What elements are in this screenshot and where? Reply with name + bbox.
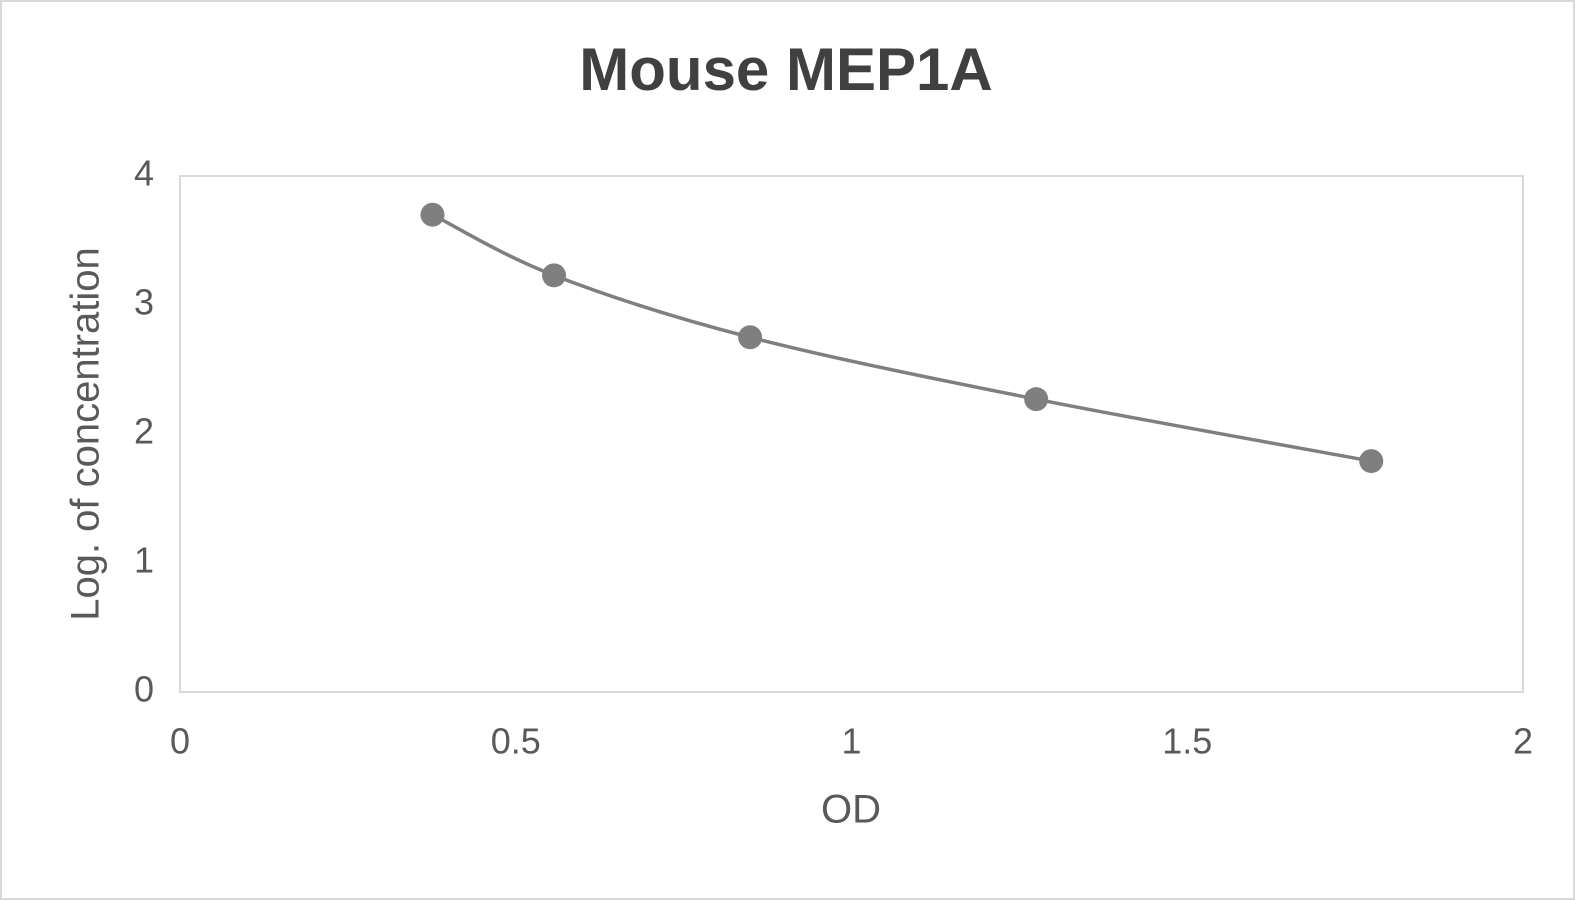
x-tick-label: 2 <box>1513 721 1533 762</box>
x-tick-label: 0.5 <box>491 721 541 762</box>
point <box>738 325 763 350</box>
point <box>542 263 567 288</box>
y-tick-label: 3 <box>134 282 154 323</box>
point <box>1024 387 1049 412</box>
x-tick-label: 1 <box>841 721 861 762</box>
x-axis-title: OD <box>821 788 881 832</box>
y-tick-label: 2 <box>134 411 154 452</box>
y-tick-label: 0 <box>134 669 154 710</box>
y-axis-title: Log. of concentration <box>64 247 108 621</box>
line <box>431 213 1372 463</box>
chart-title: Mouse MEP1A <box>579 36 992 103</box>
y-tick-label: 1 <box>134 540 154 581</box>
point <box>420 202 445 227</box>
y-tick-label: 4 <box>134 153 154 194</box>
plot-border <box>179 175 1524 693</box>
x-tick-label: 0 <box>170 721 190 762</box>
point <box>1359 449 1384 474</box>
x-tick-label: 1.5 <box>1162 721 1212 762</box>
